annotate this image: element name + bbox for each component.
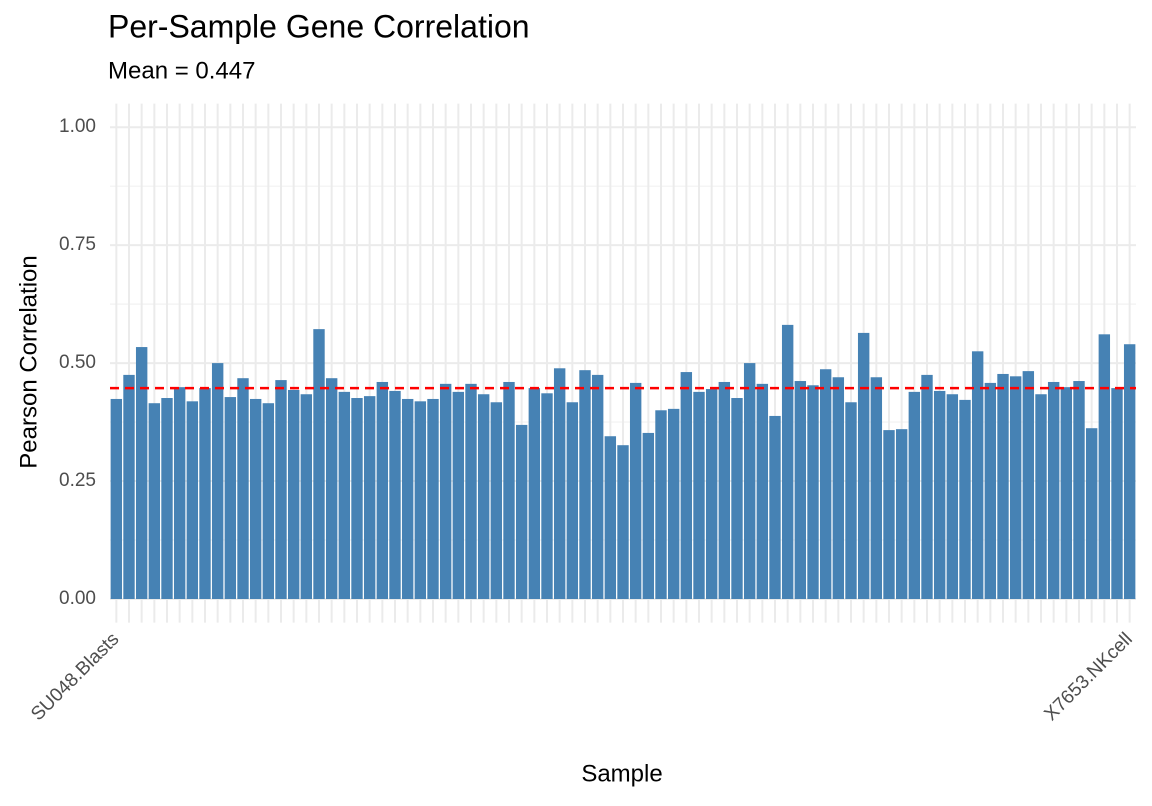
bar (642, 432, 655, 600)
bar (300, 394, 313, 600)
bar (629, 382, 642, 600)
bar (161, 398, 173, 600)
bar (769, 415, 781, 600)
bar (389, 390, 401, 600)
bar (1047, 381, 1060, 600)
bar (275, 380, 287, 600)
bar (262, 403, 275, 600)
bar (933, 390, 946, 600)
bar (655, 410, 667, 600)
bar (794, 381, 807, 600)
bar (693, 391, 705, 600)
y-tick-label: 0.50 (59, 352, 96, 373)
bar (832, 377, 845, 600)
bar (845, 402, 857, 600)
bar (541, 393, 553, 600)
bar (743, 363, 756, 600)
chart-title: Per-Sample Gene Correlation (108, 8, 530, 44)
bar (401, 398, 414, 600)
bar (1123, 344, 1136, 600)
bar (984, 382, 997, 600)
bar (287, 389, 300, 600)
chart-subtitle: Mean = 0.447 (108, 57, 255, 84)
bar (971, 351, 984, 600)
bar (1035, 394, 1047, 600)
bar (490, 402, 503, 600)
bar (313, 329, 325, 600)
bar (1085, 428, 1098, 600)
x-tick-label: SU048.Blasts (27, 629, 123, 725)
bar (1098, 334, 1111, 600)
bar (807, 385, 819, 600)
bar (439, 383, 452, 600)
bar (1073, 381, 1085, 600)
bar (452, 391, 465, 600)
bar (756, 383, 769, 600)
bar (908, 391, 921, 600)
bar (123, 374, 135, 600)
bar (503, 381, 515, 600)
bar (199, 388, 211, 600)
bar (617, 445, 629, 600)
bar (604, 436, 617, 600)
bar (110, 398, 123, 600)
bar (338, 391, 351, 600)
bar (579, 370, 591, 600)
bar (528, 388, 541, 600)
bar (870, 377, 883, 600)
bar (427, 398, 439, 600)
bar (376, 381, 389, 600)
bar (237, 378, 249, 600)
bar (553, 368, 566, 600)
bar (186, 401, 199, 600)
bar (363, 396, 376, 600)
y-axis-label: Pearson Correlation (15, 255, 42, 468)
bar (1022, 371, 1035, 600)
bar (477, 394, 490, 600)
bar (224, 397, 237, 600)
bar (566, 402, 579, 600)
y-tick-label: 0.75 (59, 234, 96, 255)
bar (325, 378, 338, 600)
bar (249, 398, 262, 600)
bar (959, 399, 971, 600)
bar (731, 398, 743, 600)
y-tick-label: 1.00 (59, 116, 96, 137)
bar (718, 381, 731, 600)
bar (997, 373, 1009, 600)
y-tick-label: 0.00 (59, 588, 96, 609)
bar (680, 372, 693, 600)
bar (1111, 388, 1123, 600)
x-axis-label: Sample (581, 760, 662, 787)
bar (148, 403, 161, 600)
bar (819, 369, 832, 600)
bar (883, 430, 895, 600)
bar (921, 374, 933, 600)
bar (465, 383, 477, 600)
bar (946, 394, 959, 600)
bar (515, 424, 528, 600)
bar (135, 347, 148, 600)
bar (414, 401, 427, 600)
x-tick-label: X7653.NKcell (1040, 629, 1136, 725)
y-tick-label: 0.25 (59, 470, 96, 491)
bar (667, 408, 680, 600)
bar (173, 387, 186, 600)
bar (781, 324, 794, 600)
bar (351, 398, 363, 600)
bar (1060, 387, 1073, 600)
bar (895, 429, 908, 600)
bar (1009, 376, 1022, 600)
bar (705, 389, 718, 600)
bar (591, 374, 604, 600)
bar (211, 363, 224, 600)
bar (857, 332, 870, 600)
